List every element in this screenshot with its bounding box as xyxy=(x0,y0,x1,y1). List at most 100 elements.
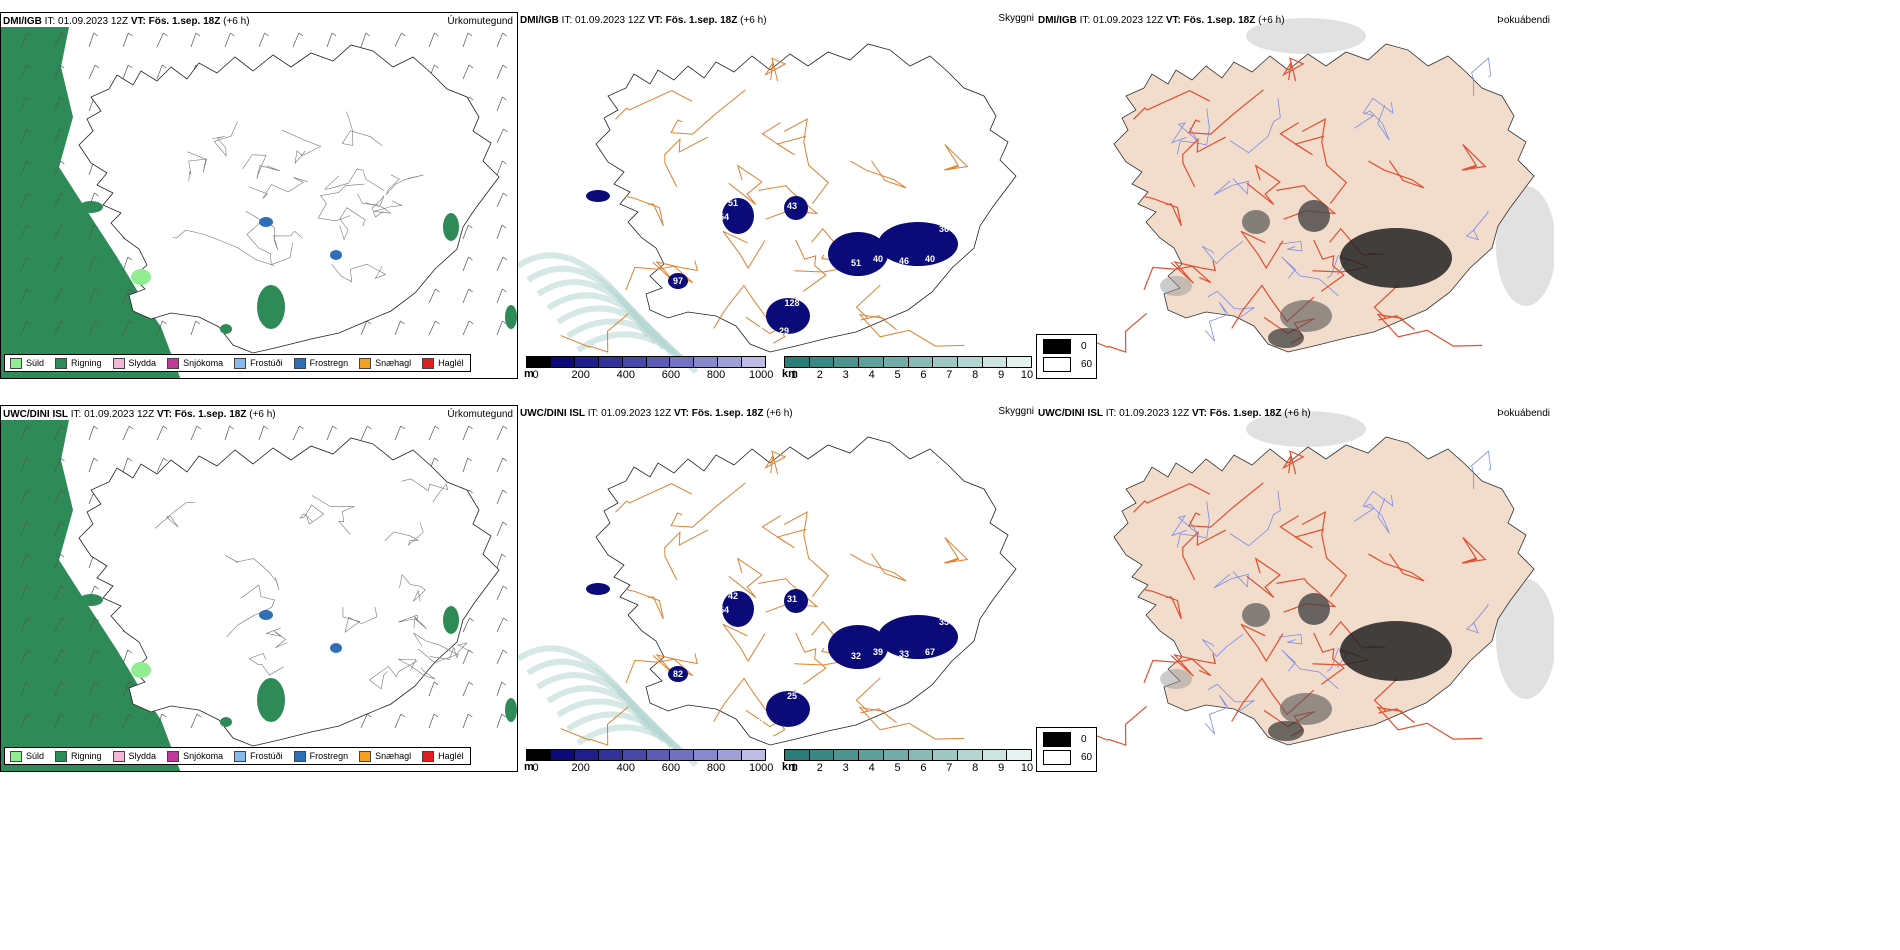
colorbar-tick: 4 xyxy=(868,369,875,379)
legend-label: Frostregn xyxy=(309,751,349,761)
ceiling-label: 43 xyxy=(787,201,797,211)
legend-label: Rigning xyxy=(71,358,102,368)
legend-label: Frostúði xyxy=(250,751,283,761)
legend-label: Snjókoma xyxy=(183,751,224,761)
ceiling-label: 28 xyxy=(573,596,583,606)
colorbar-cell xyxy=(622,750,647,760)
ceiling-label: 46 xyxy=(899,256,909,266)
colorbar-cell xyxy=(834,750,860,760)
legend-label: Snjókoma xyxy=(183,358,224,368)
colorbar-cell xyxy=(883,750,909,760)
colorbar-tick: 400 xyxy=(616,762,636,772)
fog-legend-item: 60 xyxy=(1043,357,1092,372)
colorbar-cell xyxy=(982,357,1008,367)
legend-label: 0 xyxy=(1081,734,1087,745)
legend-swatch xyxy=(293,357,306,369)
legend-swatch xyxy=(10,750,22,762)
legend-swatch xyxy=(234,357,247,369)
panel-title: DMI/IGB IT: 01.09.2023 12Z VT: Fös. 1.se… xyxy=(3,16,250,27)
colorbar-cell xyxy=(574,750,599,760)
precip-patches xyxy=(79,594,517,727)
legend-item: Frostregn xyxy=(293,750,349,762)
colorbar-cell xyxy=(809,750,835,760)
panel-title: DMI/IGB IT: 01.09.2023 12Z VT: Fös. 1.se… xyxy=(1038,15,1285,26)
precip-map xyxy=(1,420,517,771)
colorbar-tick: 7 xyxy=(946,762,953,772)
legend-label: Snæhagl xyxy=(375,751,412,761)
legend-swatch xyxy=(1043,750,1071,765)
colorbar-cell xyxy=(527,750,551,760)
colorbar-cell xyxy=(883,357,909,367)
visibility-panel-dmi: DMI/IGB IT: 01.09.2023 12Z VT: Fös. 1.se… xyxy=(518,12,1036,379)
precip-type-legend: Súld Rigning Slydda Snjókoma Frostúði Frostre… xyxy=(4,747,471,765)
terrain-contours xyxy=(154,478,473,690)
ceiling-label: 54 xyxy=(719,605,729,615)
colorbar-cell xyxy=(622,357,647,367)
ceiling-label: 42 xyxy=(728,591,738,601)
legend-swatch xyxy=(55,357,68,369)
ceiling-label: 54 xyxy=(719,212,729,222)
precip-panel-uwc: UWC/DINI ISL IT: 01.09.2023 12Z VT: Fös.… xyxy=(0,405,518,772)
colorbar-cell xyxy=(598,750,623,760)
legend-item: Snjókoma xyxy=(167,750,224,762)
legend-swatch xyxy=(112,750,125,762)
colorbar-unit: km xyxy=(782,761,798,772)
colorbar-tick: 0 xyxy=(532,762,539,772)
colorbar-unit: m xyxy=(524,368,534,379)
fog-legend: 0 60 xyxy=(1036,727,1098,772)
colorbar-tick: 600 xyxy=(661,369,681,379)
fog-map xyxy=(1078,411,1554,746)
rain-area xyxy=(1,27,181,378)
panel-title: UWC/DINI ISL IT: 01.09.2023 12Z VT: Fös.… xyxy=(3,409,276,420)
panel-parameter-name: Úrkomutegund xyxy=(447,16,513,27)
legend-item: Haglél xyxy=(422,750,464,762)
colorbar-tick: 600 xyxy=(661,762,681,772)
colorbar-unit: m xyxy=(524,761,534,772)
colorbar-tick: 8 xyxy=(972,369,979,379)
legend-item: Súld xyxy=(10,357,44,369)
colorbar-tick: 2 xyxy=(816,369,823,379)
iceland-coastline xyxy=(78,44,500,354)
terrain-contours xyxy=(172,111,424,283)
iceland-coastline xyxy=(78,437,500,747)
ceiling-labels: 28 42 54 31 35 32 39 33 67 82 25 29 xyxy=(573,591,949,727)
legend-swatch xyxy=(167,750,180,762)
legend-swatch xyxy=(422,750,435,762)
legend-swatch xyxy=(112,357,125,369)
colorbar-tick: 3 xyxy=(842,369,849,379)
colorbar-tick: 200 xyxy=(571,369,590,379)
fog-legend-item: 60 xyxy=(1043,750,1092,765)
legend-swatch xyxy=(1043,357,1071,372)
legend-item: Snæhagl xyxy=(359,357,411,369)
legend-label: Frostregn xyxy=(309,358,349,368)
colorbar-tick: 5 xyxy=(894,762,901,772)
colorbar-tick: 3 xyxy=(842,762,849,772)
colorbar-tick: 400 xyxy=(616,369,636,379)
panel-parameter-name: Úrkomutegund xyxy=(447,409,513,420)
fog-sea-field xyxy=(1246,411,1554,699)
legend-label: 0 xyxy=(1081,341,1087,352)
legend-swatch xyxy=(1043,339,1071,354)
colorbar-tick: 1 xyxy=(790,762,797,772)
precip-panel-dmi: DMI/IGB IT: 01.09.2023 12Z VT: Fös. 1.se… xyxy=(0,12,518,379)
legend-swatch xyxy=(359,357,372,369)
legend-item: Frostúði xyxy=(234,357,283,369)
colorbar-cell xyxy=(957,357,983,367)
legend-item: Frostregn xyxy=(293,357,349,369)
legend-swatch xyxy=(1043,732,1071,747)
colorbar-tick: 800 xyxy=(706,762,726,772)
legend-label: Frostúði xyxy=(250,358,283,368)
ceiling-label: 31 xyxy=(787,594,797,604)
panel-title: UWC/DINI ISL IT: 01.09.2023 12Z VT: Fös.… xyxy=(520,408,793,419)
colorbar-cell xyxy=(718,750,743,760)
colorbar-tick: 9 xyxy=(998,369,1005,379)
colorbar-tick: 6 xyxy=(920,369,927,379)
ceiling-labels: 41 51 54 43 36 51 40 46 40 97 128 34 29 xyxy=(573,198,949,336)
fog-legend: 0 60 xyxy=(1036,334,1098,379)
ceiling-label: 29 xyxy=(779,326,789,336)
colorbar-tick: 1000 xyxy=(748,369,774,379)
ceiling-areas xyxy=(586,190,958,334)
visibility-panel-uwc: UWC/DINI ISL IT: 01.09.2023 12Z VT: Fös.… xyxy=(518,405,1036,772)
ceiling-label: 67 xyxy=(925,647,935,657)
colorbar-tick: 7 xyxy=(946,369,953,379)
